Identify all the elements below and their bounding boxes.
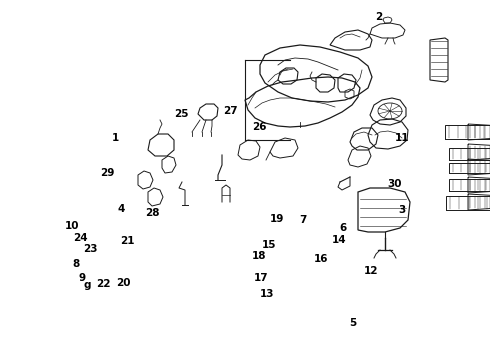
Text: 13: 13 xyxy=(260,289,274,300)
Text: 15: 15 xyxy=(262,240,277,250)
Text: 17: 17 xyxy=(253,273,268,283)
Text: 11: 11 xyxy=(394,132,409,143)
Text: 12: 12 xyxy=(364,266,379,276)
Text: 19: 19 xyxy=(270,214,284,224)
Text: 22: 22 xyxy=(96,279,110,289)
Text: 26: 26 xyxy=(252,122,267,132)
Text: 5: 5 xyxy=(349,318,356,328)
Text: 16: 16 xyxy=(314,254,328,264)
Text: 28: 28 xyxy=(145,208,159,218)
Text: 8: 8 xyxy=(73,258,79,269)
Text: 9: 9 xyxy=(79,273,86,283)
Text: 4: 4 xyxy=(118,204,125,214)
Text: 24: 24 xyxy=(74,233,88,243)
Text: 29: 29 xyxy=(99,168,114,178)
Text: 6: 6 xyxy=(340,222,346,233)
Text: g: g xyxy=(83,280,91,290)
Text: 14: 14 xyxy=(332,235,346,246)
Text: 21: 21 xyxy=(120,236,135,246)
Text: 2: 2 xyxy=(375,12,382,22)
Text: 27: 27 xyxy=(223,106,238,116)
Text: 23: 23 xyxy=(83,244,98,254)
Text: 30: 30 xyxy=(387,179,402,189)
Text: 10: 10 xyxy=(65,221,80,231)
Text: 18: 18 xyxy=(251,251,266,261)
Text: 1: 1 xyxy=(112,132,119,143)
Text: 25: 25 xyxy=(174,109,189,120)
Text: 7: 7 xyxy=(299,215,307,225)
Text: 20: 20 xyxy=(116,278,131,288)
Text: 3: 3 xyxy=(398,204,405,215)
